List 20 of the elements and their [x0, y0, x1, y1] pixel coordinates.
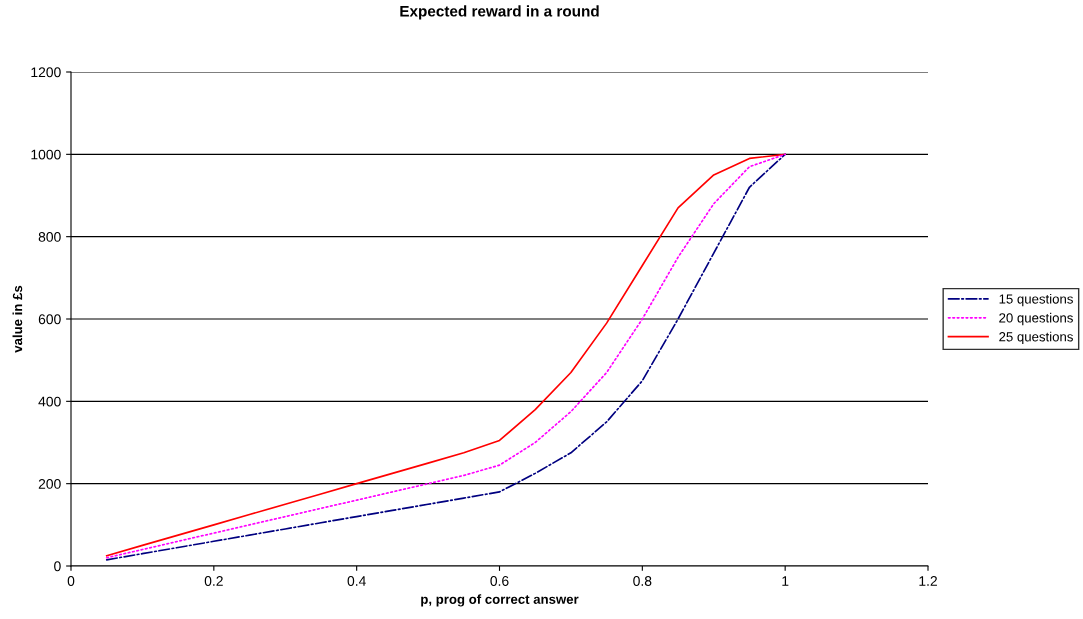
legend-label: 25 questions [999, 331, 1073, 345]
y-tick-label: 0 [54, 561, 61, 572]
y-tick-label: 800 [38, 232, 61, 242]
y-tick-label: 400 [38, 396, 61, 407]
x-tick-label: 1 [782, 576, 789, 586]
x-axis-title: p, prog of correct answer [421, 594, 579, 607]
legend-label: 15 questions [999, 293, 1073, 307]
y-tick-label: 200 [38, 479, 61, 489]
y-tick-label: 600 [38, 314, 61, 325]
x-tick-label: 0.4 [347, 576, 366, 586]
x-tick-label: 0.2 [204, 576, 223, 586]
y-tick-label: 1000 [31, 149, 61, 160]
legend-label: 20 questions [999, 312, 1073, 326]
y-tick-label: 1200 [31, 67, 61, 78]
x-tick-label: 0.8 [633, 576, 652, 586]
x-tick-label: 0.6 [490, 576, 509, 586]
x-tick-label: 0 [67, 576, 75, 586]
chart-title: Expected reward in a round [400, 5, 599, 20]
y-axis-title: value in £s [12, 285, 23, 353]
x-tick-label: 1.2 [919, 576, 937, 586]
